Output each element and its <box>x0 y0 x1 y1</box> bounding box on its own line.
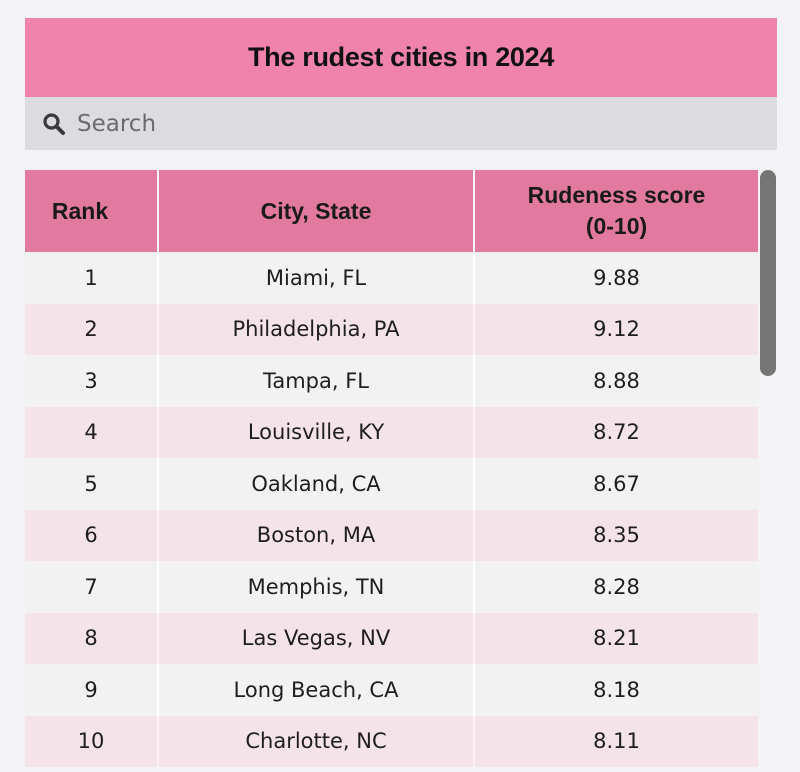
table-body: 1 Miami, FL 9.88 2 Philadelphia, PA 9.12 3 Tamp… <box>25 252 758 767</box>
table-row: 4 Louisville, KY 8.72 <box>25 406 758 458</box>
city-cell: Louisville, KY <box>158 406 475 458</box>
score-cell: 8.67 <box>474 458 758 510</box>
score-cell: 8.35 <box>474 509 758 561</box>
rank-cell: 8 <box>25 612 159 664</box>
rank-cell: 4 <box>25 406 159 458</box>
search-input[interactable] <box>77 103 727 144</box>
score-cell: 8.21 <box>474 612 758 664</box>
table-row: 6 Boston, MA 8.35 <box>25 509 758 561</box>
score-cell: 8.72 <box>474 406 758 458</box>
column-header-score[interactable]: Rudeness score (0-10) <box>474 170 758 252</box>
city-cell: Long Beach, CA <box>158 664 475 716</box>
rank-cell: 9 <box>25 664 159 716</box>
table-row: 7 Memphis, TN 8.28 <box>25 561 758 613</box>
title-bar: The rudest cities in 2024 <box>25 18 777 97</box>
column-header-score-line2: (0-10) <box>585 213 648 239</box>
table-row: 1 Miami, FL 9.88 <box>25 252 758 304</box>
score-cell: 8.88 <box>474 355 758 407</box>
score-cell: 9.88 <box>474 252 758 304</box>
rank-cell: 2 <box>25 303 159 355</box>
city-cell: Tampa, FL <box>158 355 475 407</box>
table-container[interactable]: Rank City, State Rudeness score (0-10) 1… <box>25 170 777 767</box>
table-row: 8 Las Vegas, NV 8.21 <box>25 612 758 664</box>
column-header-city-label: City, State <box>260 197 372 224</box>
score-cell: 9.12 <box>474 303 758 355</box>
table-row: 5 Oakland, CA 8.67 <box>25 458 758 510</box>
column-header-city[interactable]: City, State <box>158 170 475 252</box>
score-cell: 8.11 <box>474 715 758 767</box>
city-cell: Oakland, CA <box>158 458 475 510</box>
rank-cell: 7 <box>25 561 159 613</box>
rudeness-table: Rank City, State Rudeness score (0-10) 1… <box>25 170 758 767</box>
score-cell: 8.28 <box>474 561 758 613</box>
city-cell: Boston, MA <box>158 509 475 561</box>
rank-cell: 10 <box>25 715 159 767</box>
table-row: 3 Tampa, FL 8.88 <box>25 355 758 407</box>
column-header-rank[interactable]: Rank <box>25 170 159 252</box>
rank-cell: 6 <box>25 509 159 561</box>
city-cell: Miami, FL <box>158 252 475 304</box>
city-cell: Memphis, TN <box>158 561 475 613</box>
city-cell: Philadelphia, PA <box>158 303 475 355</box>
search-icon <box>43 112 65 135</box>
search-bar[interactable] <box>25 97 777 150</box>
city-cell: Charlotte, NC <box>158 715 475 767</box>
column-header-score-line1: Rudeness score <box>527 182 706 208</box>
table-widget: The rudest cities in 2024 Rank City, Sta… <box>25 18 777 767</box>
table-row: 9 Long Beach, CA 8.18 <box>25 664 758 716</box>
table-row: 2 Philadelphia, PA 9.12 <box>25 303 758 355</box>
table-header-row: Rank City, State Rudeness score (0-10) <box>25 170 758 252</box>
page-title: The rudest cities in 2024 <box>247 42 555 72</box>
scrollbar-thumb[interactable] <box>760 170 776 376</box>
table-row: 10 Charlotte, NC 8.11 <box>25 715 758 767</box>
rank-cell: 3 <box>25 355 159 407</box>
city-cell: Las Vegas, NV <box>158 612 475 664</box>
rank-cell: 5 <box>25 458 159 510</box>
rank-cell: 1 <box>25 252 159 304</box>
score-cell: 8.18 <box>474 664 758 716</box>
column-header-rank-label: Rank <box>51 197 109 224</box>
